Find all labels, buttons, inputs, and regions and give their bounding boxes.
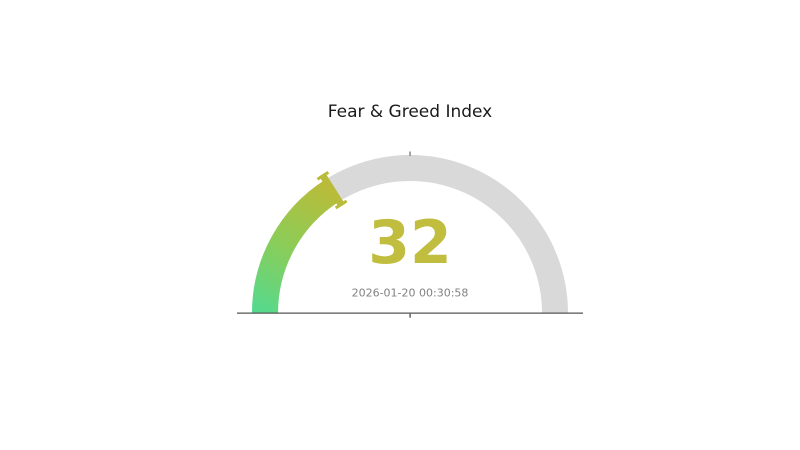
- gauge-needle: [316, 171, 348, 210]
- needle-inner-cap: [334, 199, 348, 210]
- baseline-center-tick: [409, 313, 411, 318]
- gauge-value: 32: [368, 208, 452, 278]
- needle-outer-cap: [316, 171, 330, 181]
- gauge-timestamp: 2026-01-20 00:30:58: [351, 286, 469, 300]
- needle-bar: [319, 172, 345, 208]
- gauge-top-tick: [409, 151, 411, 156]
- chart-title: Fear & Greed Index: [327, 102, 493, 122]
- gauge-progress-arc: [252, 179, 340, 314]
